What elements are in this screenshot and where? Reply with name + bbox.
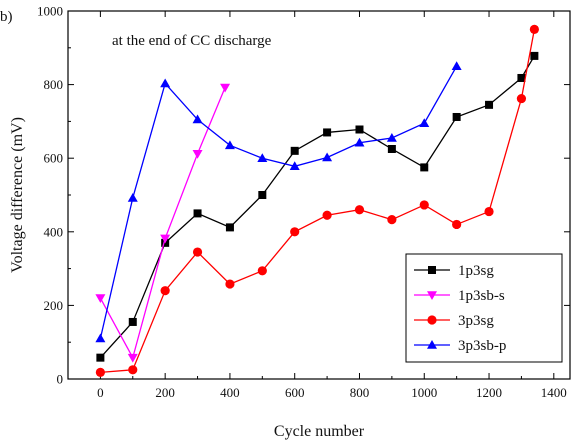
y-axis: 0 200 400 600 800 1000 [37, 4, 570, 387]
x-tick-label: 1000 [411, 385, 437, 400]
data-point [257, 153, 268, 162]
data-point [127, 353, 138, 363]
data-point [419, 200, 429, 210]
legend-entry: 1p3sg [414, 263, 494, 279]
y-tick-label: 400 [44, 224, 64, 239]
legend-entry: 3p3sg [414, 313, 494, 329]
data-point [192, 114, 203, 124]
series-layer [95, 24, 539, 377]
data-point [95, 294, 106, 304]
data-point [220, 83, 231, 93]
data-point [225, 279, 235, 289]
legend-entry: 1p3sb-s [414, 288, 505, 304]
data-point [386, 132, 397, 142]
data-point [160, 234, 171, 244]
data-point [529, 24, 539, 34]
x-tick-label: 800 [350, 385, 370, 400]
data-point [516, 93, 527, 104]
data-point [484, 206, 494, 217]
data-point [530, 51, 539, 60]
x-axis: 0 200 400 600 800 1000 1200 1400 [97, 11, 567, 400]
data-point [258, 191, 267, 199]
y-axis-label: Voltage difference (mV) [9, 117, 26, 273]
data-point [95, 367, 105, 377]
legend-marker [427, 291, 437, 300]
legend-entry: 3p3sb-p [414, 338, 506, 354]
data-point [420, 163, 429, 172]
series-line [99, 87, 226, 360]
legend: 1p3sg 1p3sb-s 3p3sg 3p3sb-p [405, 253, 563, 363]
data-point [355, 125, 364, 134]
data-point [290, 227, 300, 237]
data-point [354, 137, 365, 147]
data-point [128, 365, 138, 375]
panel-label: b) [0, 9, 13, 25]
legend-marker [428, 266, 436, 274]
x-tick-label: 1400 [541, 385, 567, 400]
data-point [452, 219, 462, 230]
data-point [354, 205, 365, 215]
series-line [99, 65, 458, 339]
data-point [289, 161, 300, 171]
data-point [451, 61, 462, 70]
x-tick-label: 200 [155, 385, 175, 400]
legend-label: 3p3sg [458, 313, 494, 329]
x-axis-label: Cycle number [274, 423, 365, 440]
x-tick-label: 600 [285, 385, 305, 400]
data-point [192, 247, 203, 257]
data-point [452, 112, 461, 121]
data-point [322, 210, 332, 220]
data-point [517, 73, 526, 82]
data-point [193, 209, 202, 218]
data-point [387, 215, 397, 225]
data-point [160, 286, 170, 296]
data-point [323, 128, 332, 137]
y-tick-label: 0 [57, 372, 64, 387]
legend-label: 1p3sb-s [458, 288, 505, 304]
data-point [128, 317, 137, 326]
legend-label: 1p3sg [458, 263, 494, 279]
data-point [322, 152, 333, 162]
chart-annotation: at the end of CC discharge [112, 33, 272, 49]
y-tick-label: 200 [44, 298, 64, 313]
data-point [419, 118, 430, 127]
x-tick-label: 0 [97, 385, 104, 400]
legend-label: 3p3sb-p [458, 338, 506, 354]
data-point [127, 192, 138, 202]
y-tick-label: 1000 [37, 4, 63, 19]
data-point [387, 145, 396, 153]
data-point [485, 100, 494, 109]
data-point [192, 150, 203, 159]
data-point [160, 78, 171, 88]
y-tick-label: 800 [44, 77, 64, 92]
data-point [96, 353, 105, 362]
x-tick-label: 1200 [476, 385, 502, 400]
series-1p3sb-s [95, 83, 231, 363]
data-point [224, 140, 235, 150]
data-point [225, 223, 234, 232]
y-tick-label: 600 [44, 151, 64, 166]
legend-marker [427, 315, 437, 325]
data-point [257, 266, 267, 276]
data-point [290, 146, 299, 155]
series-3p3sg [95, 24, 539, 377]
legend-marker [427, 340, 437, 349]
data-point [95, 333, 106, 343]
x-tick-label: 400 [220, 385, 240, 400]
series-3p3sb-p [95, 61, 462, 343]
